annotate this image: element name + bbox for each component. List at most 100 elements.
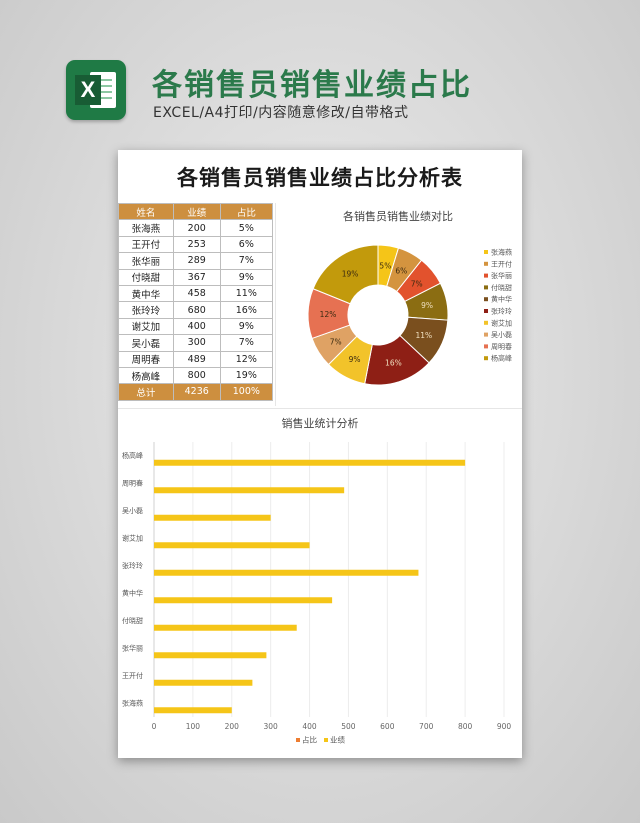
- x-tick-label: 0: [152, 722, 157, 731]
- donut-slice: [327, 335, 373, 385]
- donut-slice-label: 19%: [342, 270, 359, 279]
- document-title: 各销售员销售业绩占比分析表: [177, 166, 463, 190]
- table-row: 付晓甜 367 9%: [118, 268, 274, 286]
- bar-legend-swatch: [296, 738, 300, 742]
- cell-name: 王开付: [118, 235, 174, 254]
- cell-share: 7%: [219, 334, 274, 352]
- donut-legend-swatch: [484, 309, 488, 313]
- cell-name: 张华丽: [118, 252, 174, 270]
- bar: [154, 487, 345, 494]
- donut-slice-label: 9%: [349, 355, 361, 364]
- cell-share: 7%: [219, 252, 274, 270]
- panel-divider-vertical: [275, 203, 276, 406]
- table-total-row: 总计 4236 100%: [118, 383, 274, 401]
- y-category-label: 张玲玲: [122, 561, 143, 570]
- cell-name: 吴小磊: [118, 334, 174, 352]
- donut-legend-swatch: [484, 356, 488, 361]
- x-tick-label: 900: [497, 722, 512, 731]
- donut-slice-label: 12%: [320, 310, 337, 319]
- bar: [154, 542, 310, 549]
- x-tick-label: 800: [458, 722, 473, 731]
- bar: [154, 652, 267, 659]
- donut-slice: [404, 282, 449, 321]
- bar: [154, 514, 271, 521]
- cell-share: 5%: [219, 219, 274, 237]
- panel-divider-horizontal: [118, 408, 522, 409]
- donut-legend-swatch: [484, 250, 488, 254]
- cell-sales: 289: [172, 252, 221, 270]
- cell-name: 周明春: [118, 350, 174, 368]
- cell-name: 付晓甜: [118, 268, 174, 286]
- table-row: 王开付 253 6%: [118, 235, 274, 254]
- y-category-label: 黄中华: [122, 588, 143, 597]
- bar: [154, 679, 253, 686]
- bar: [154, 624, 297, 631]
- y-category-label: 张华丽: [122, 643, 143, 652]
- bar-legend-label: 占比: [302, 735, 317, 745]
- bar: [154, 597, 333, 604]
- sales-table: 姓名 业绩 占比 张海燕 200 5% 王开付 253 6% 张华丽 289 7% 付晓甜 367 9…: [118, 202, 274, 401]
- donut-legend-label: 谢艾加: [491, 318, 512, 327]
- cell-sales: 367: [172, 268, 221, 286]
- cell-share: 6%: [219, 235, 274, 254]
- donut-slice: [312, 244, 379, 305]
- donut-slice: [399, 316, 449, 364]
- donut-legend-swatch: [484, 344, 488, 349]
- cell-sales: 489: [172, 350, 221, 368]
- donut-slice: [311, 324, 358, 366]
- table-row: 谢艾加 400 9%: [118, 317, 274, 336]
- page-subtitle: EXCEL/A4打印/内容随意修改/自带格式: [153, 105, 409, 121]
- cell-sales: 458: [172, 284, 221, 303]
- cell-name: 谢艾加: [118, 317, 174, 336]
- bar-legend-swatch: [324, 738, 328, 742]
- donut-slice-label: 5%: [379, 262, 391, 271]
- table-row: 黄中华 458 11%: [118, 284, 274, 303]
- x-tick-label: 200: [225, 722, 240, 731]
- bar: [154, 569, 419, 576]
- x-tick-label: 400: [302, 722, 317, 731]
- donut-slice-label: 11%: [415, 331, 432, 340]
- cell-sales: 800: [172, 366, 221, 385]
- cell-share: 9%: [219, 317, 274, 336]
- cell-sales: 680: [172, 301, 221, 319]
- donut-slice-label: 7%: [411, 279, 423, 288]
- donut-slice-label: 7%: [330, 338, 342, 347]
- cell-share: 12%: [219, 350, 274, 368]
- y-category-label: 吴小磊: [122, 506, 143, 515]
- donut-legend-swatch: [484, 297, 488, 302]
- y-category-label: 付晓甜: [122, 616, 143, 625]
- cell-name: 杨高峰: [118, 366, 174, 385]
- donut-legend-swatch: [484, 273, 488, 278]
- column-header-share: 占比: [219, 202, 274, 221]
- table-row: 杨高峰 800 19%: [118, 366, 274, 385]
- donut-legend-label: 张玲玲: [491, 307, 512, 316]
- cell-sales: 200: [172, 219, 221, 237]
- page-title: 各销售员销售业绩占比: [152, 68, 472, 103]
- table-row: 张玲玲 680 16%: [118, 301, 274, 319]
- cell-total-label: 总计: [118, 383, 174, 401]
- donut-legend-label: 王开付: [491, 259, 512, 268]
- x-tick-label: 500: [341, 722, 356, 731]
- excel-logo-icon: X: [66, 60, 126, 120]
- cell-sales: 253: [172, 235, 221, 254]
- donut-slice: [386, 247, 423, 293]
- table-row: 张海燕 200 5%: [118, 219, 274, 237]
- table-row: 张华丽 289 7%: [118, 252, 274, 270]
- donut-legend-label: 张华丽: [491, 271, 512, 280]
- donut-legend-swatch: [484, 261, 488, 266]
- table-row: 吴小磊 300 7%: [118, 334, 274, 352]
- donut-legend-label: 杨高峰: [491, 354, 512, 363]
- donut-slice-label: 16%: [385, 359, 402, 368]
- cell-sales: 400: [172, 317, 221, 336]
- document-preview: 各销售员销售业绩占比分析表 姓名 业绩 占比 张海燕 200 5% 王开付 253 6% 张…: [118, 150, 522, 758]
- donut-legend-swatch: [484, 320, 488, 325]
- cell-name: 张玲玲: [118, 301, 174, 319]
- y-category-label: 王开付: [122, 671, 143, 680]
- y-category-label: 谢艾加: [122, 533, 143, 542]
- table-header-row: 姓名 业绩 占比: [118, 202, 274, 221]
- cell-sales: 300: [172, 334, 221, 352]
- donut-legend-swatch: [484, 332, 488, 337]
- bar: [154, 707, 232, 714]
- donut-chart-title: 各销售员销售业绩对比: [343, 210, 453, 223]
- y-category-label: 周明春: [122, 478, 143, 487]
